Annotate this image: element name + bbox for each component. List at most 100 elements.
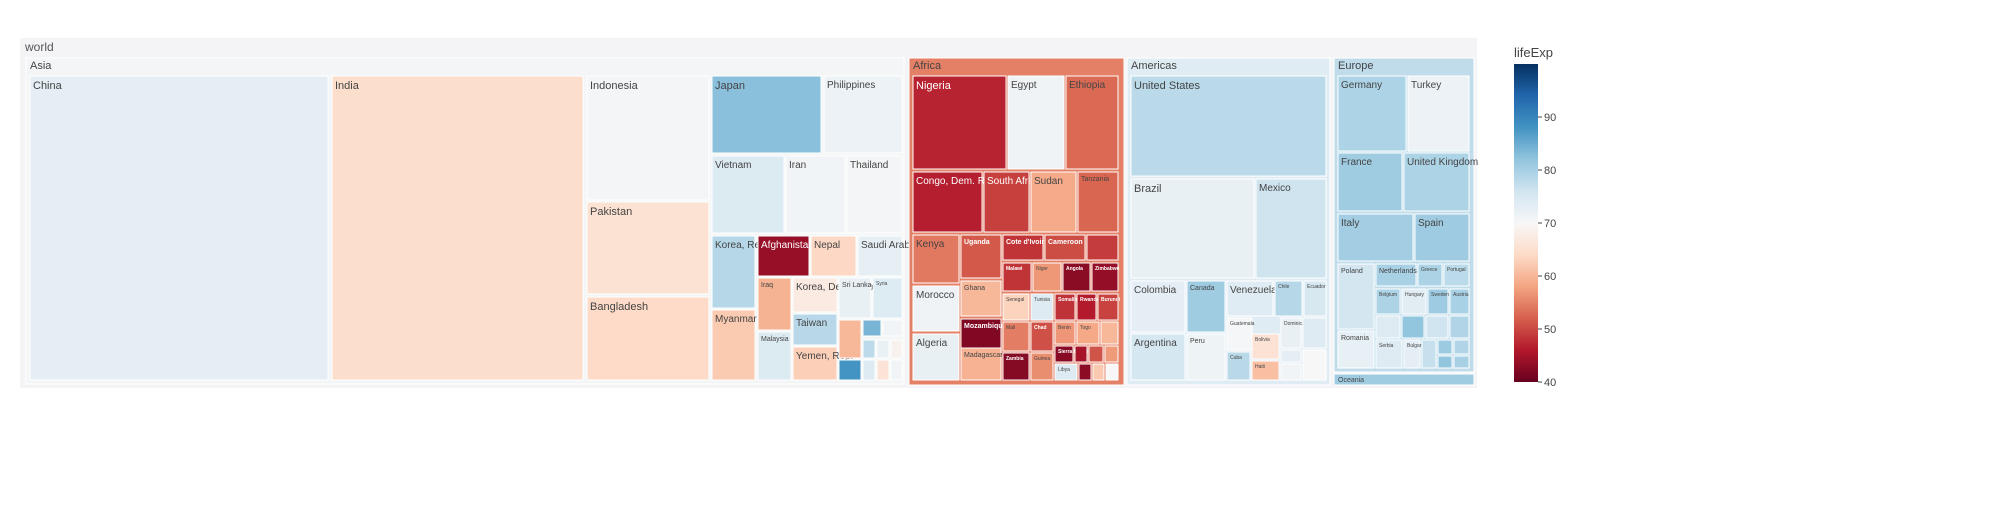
- tile-minor-22[interactable]: [1375, 315, 1401, 339]
- tile-kenya[interactable]: [912, 234, 960, 284]
- tile-minor-4[interactable]: [876, 339, 890, 359]
- tile-minor-27[interactable]: [1437, 339, 1453, 355]
- tile-haiti[interactable]: [1251, 360, 1280, 381]
- tile-chile[interactable]: [1274, 280, 1303, 317]
- tile-minor-7[interactable]: [862, 359, 876, 381]
- tile-minor-14[interactable]: [1078, 363, 1092, 381]
- tile-minor-16[interactable]: [1105, 363, 1119, 381]
- tile-venezuela[interactable]: [1226, 280, 1274, 317]
- tile-germany[interactable]: [1337, 75, 1407, 152]
- tile-tanzania[interactable]: [1077, 171, 1119, 233]
- tile-japan[interactable]: [711, 75, 822, 154]
- tile-taiwan[interactable]: [792, 313, 838, 346]
- tile-burundi[interactable]: [1097, 293, 1119, 321]
- tile-spain[interactable]: [1414, 213, 1470, 262]
- tile-bangladesh[interactable]: [586, 296, 710, 381]
- tile-sudan[interactable]: [1030, 171, 1077, 233]
- tile-minor-6[interactable]: [838, 359, 862, 381]
- tile-india[interactable]: [331, 75, 584, 381]
- tile-malawi[interactable]: [1002, 262, 1032, 292]
- tile-zambia[interactable]: [1002, 352, 1030, 381]
- tile-cote-d-ivoire[interactable]: [1002, 234, 1044, 261]
- tile-madagascar[interactable]: [960, 347, 1002, 381]
- tile-egypt[interactable]: [1007, 75, 1065, 170]
- tile-thailand[interactable]: [846, 155, 903, 234]
- tile-minor-15[interactable]: [1092, 363, 1105, 381]
- tile-minor-10[interactable]: [1086, 234, 1119, 261]
- tile-argentina[interactable]: [1130, 333, 1186, 381]
- tile-minor-5[interactable]: [890, 339, 903, 359]
- tile-ghana[interactable]: [960, 280, 1002, 317]
- tile-minor-30[interactable]: [1453, 355, 1470, 369]
- tile-minor-3[interactable]: [862, 339, 876, 359]
- tile-belgium[interactable]: [1375, 288, 1401, 315]
- tile-iraq[interactable]: [757, 277, 792, 331]
- tile-afghanistan[interactable]: [757, 235, 810, 277]
- tile-congo-dem-rep[interactable]: [912, 171, 983, 233]
- tile-poland[interactable]: [1337, 263, 1375, 330]
- tile-ethiopia[interactable]: [1065, 75, 1119, 170]
- tile-dominican-rep[interactable]: [1280, 317, 1302, 349]
- tile-united-states[interactable]: [1130, 75, 1327, 177]
- tile-indonesia[interactable]: [586, 75, 710, 201]
- tile-bulgaria[interactable]: [1403, 339, 1421, 369]
- tile-turkey[interactable]: [1407, 75, 1470, 152]
- tile-somalia[interactable]: [1054, 293, 1076, 321]
- tile-yemen-rep[interactable]: [792, 346, 838, 381]
- tile-vietnam[interactable]: [711, 155, 785, 234]
- tile-ecuador[interactable]: [1303, 280, 1327, 317]
- tile-minor-17[interactable]: [1100, 321, 1119, 345]
- tile-china[interactable]: [29, 75, 329, 381]
- tile-morocco[interactable]: [912, 285, 960, 332]
- tile-saudi-arabia[interactable]: [857, 235, 903, 277]
- tile-korea-dem-rep[interactable]: [792, 277, 838, 313]
- tile-romania[interactable]: [1337, 330, 1375, 369]
- tile-mali[interactable]: [1002, 321, 1030, 352]
- tile-serbia[interactable]: [1375, 339, 1403, 369]
- tile-uganda[interactable]: [960, 234, 1002, 279]
- tile-benin[interactable]: [1054, 321, 1076, 345]
- tile-france[interactable]: [1337, 152, 1403, 212]
- tile-korea-rep[interactable]: [711, 235, 756, 309]
- tile-austria[interactable]: [1449, 288, 1470, 315]
- tile-togo[interactable]: [1076, 321, 1100, 345]
- tile-minor-18[interactable]: [1280, 349, 1302, 363]
- tile-minor-1[interactable]: [862, 319, 882, 337]
- tile-minor-26[interactable]: [1421, 339, 1437, 369]
- tile-minor-21[interactable]: [1302, 349, 1327, 381]
- tile-sri-lanka[interactable]: [838, 277, 872, 319]
- tile-guinea[interactable]: [1030, 352, 1054, 381]
- tile-hungary[interactable]: [1401, 288, 1427, 315]
- tile-minor-9[interactable]: [890, 359, 903, 381]
- tile-angola[interactable]: [1062, 262, 1091, 292]
- tile-syria[interactable]: [872, 277, 903, 319]
- tile-minor-23[interactable]: [1401, 315, 1425, 339]
- tile-chad[interactable]: [1030, 321, 1054, 352]
- tile-brazil[interactable]: [1130, 178, 1255, 279]
- tile-mexico[interactable]: [1255, 178, 1327, 279]
- tile-south-africa[interactable]: [983, 171, 1030, 233]
- tile-canada[interactable]: [1186, 280, 1226, 333]
- tile-senegal[interactable]: [1002, 293, 1030, 321]
- tile-guatemala[interactable]: [1226, 317, 1253, 351]
- tile-portugal[interactable]: [1443, 263, 1470, 287]
- tile-minor-25[interactable]: [1449, 315, 1470, 339]
- tile-malaysia[interactable]: [757, 331, 792, 381]
- tile-mozambique[interactable]: [960, 318, 1002, 350]
- tile-libya[interactable]: [1054, 363, 1078, 381]
- tile-peru[interactable]: [1186, 333, 1226, 381]
- tile-pakistan[interactable]: [586, 201, 710, 295]
- tile-nigeria[interactable]: [912, 75, 1007, 170]
- tile-sweden[interactable]: [1427, 288, 1449, 315]
- tile-zimbabwe[interactable]: [1091, 262, 1119, 292]
- tile-niger[interactable]: [1032, 262, 1062, 292]
- continent-oceania-rect[interactable]: [1333, 373, 1475, 386]
- tile-tunisia[interactable]: [1030, 293, 1054, 321]
- tile-cuba[interactable]: [1226, 351, 1251, 381]
- tile-minor-20[interactable]: [1302, 317, 1327, 349]
- tile-minor-29[interactable]: [1437, 355, 1453, 369]
- tile-colombia[interactable]: [1130, 280, 1186, 333]
- tile-minor-2[interactable]: [882, 319, 903, 337]
- tile-nepal[interactable]: [810, 235, 857, 277]
- tile-myanmar[interactable]: [711, 309, 756, 381]
